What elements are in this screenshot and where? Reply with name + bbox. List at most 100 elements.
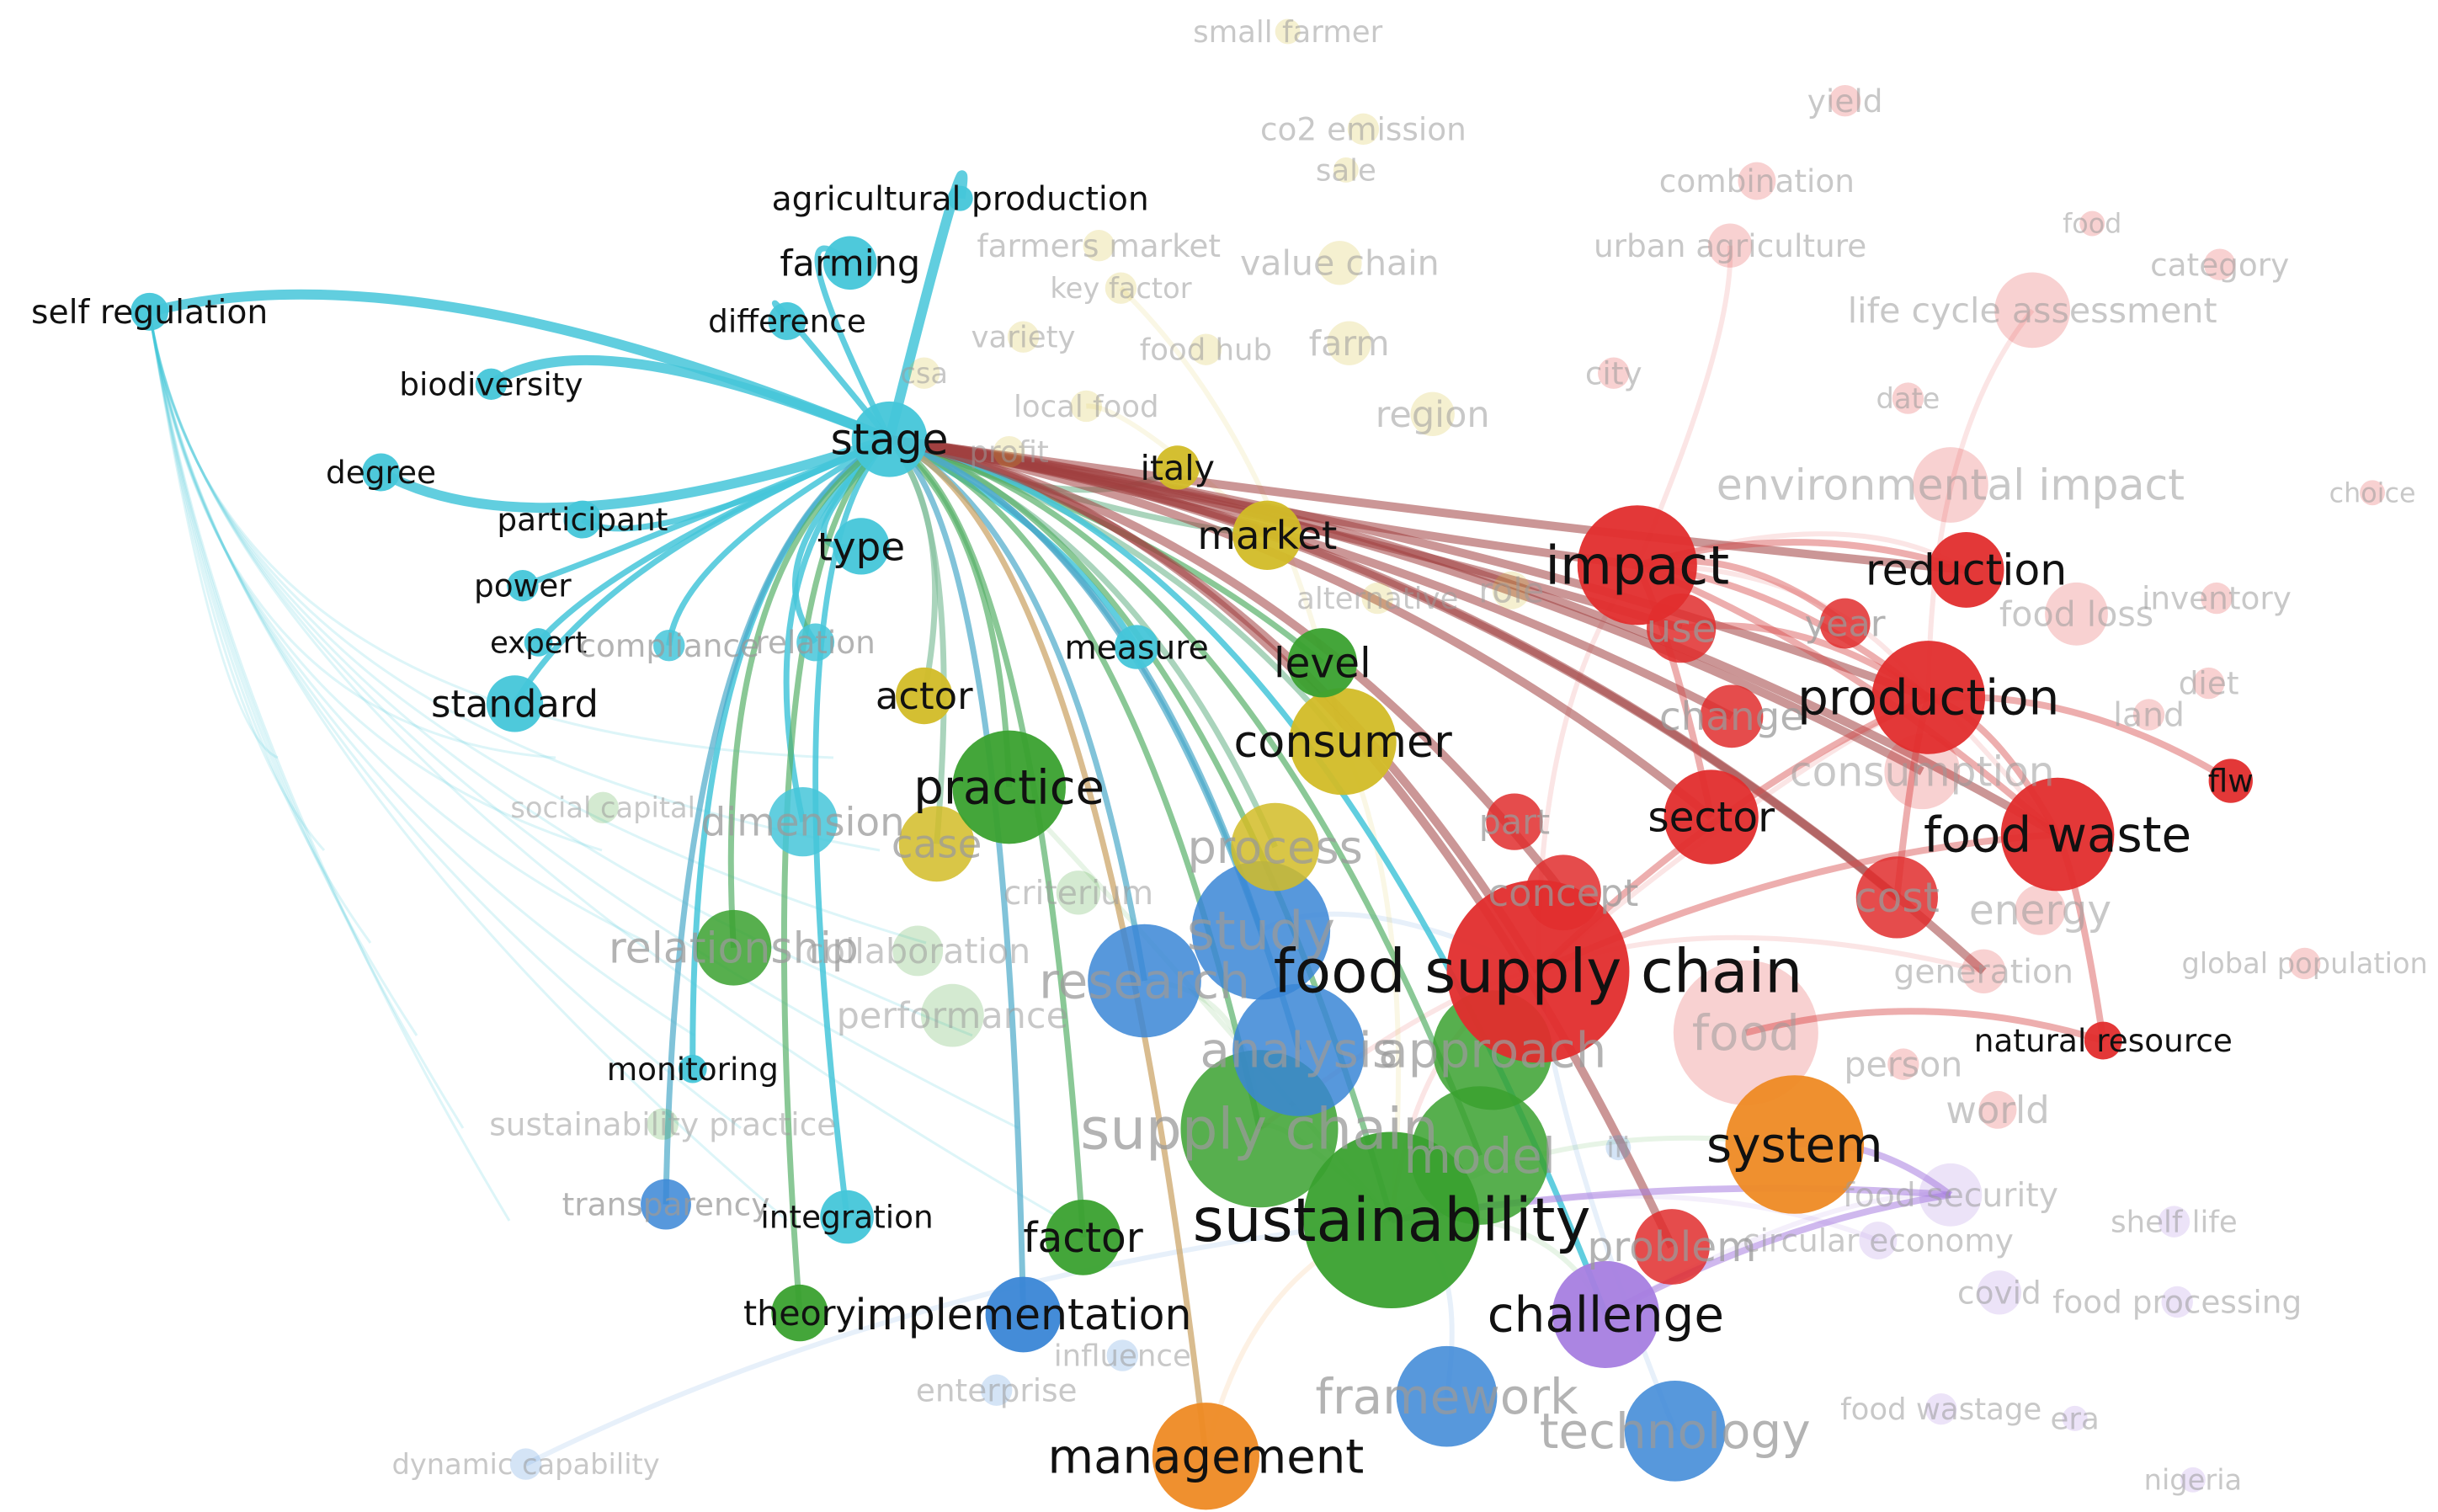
node-environmental-impact[interactable] xyxy=(1913,447,1988,523)
node-market[interactable] xyxy=(1232,500,1302,570)
node-generation[interactable] xyxy=(1962,949,2006,993)
node-food[interactable] xyxy=(1673,960,1818,1105)
node-reduction[interactable] xyxy=(1928,532,2004,608)
node-consumer[interactable] xyxy=(1289,688,1397,796)
node-sector[interactable] xyxy=(1663,769,1759,865)
node-food-security[interactable] xyxy=(1919,1163,1983,1227)
node-diet[interactable] xyxy=(2192,667,2225,700)
node-farming[interactable] xyxy=(823,236,877,290)
node-person[interactable] xyxy=(1887,1048,1919,1080)
node-co2-emission[interactable] xyxy=(1347,113,1380,146)
node-farmers-market[interactable] xyxy=(1083,230,1115,262)
node-biodiversity[interactable] xyxy=(475,368,508,400)
node-csa[interactable] xyxy=(908,357,940,389)
node-type[interactable] xyxy=(833,518,890,575)
node-dynamic-capability[interactable] xyxy=(509,1448,542,1480)
node-cost[interactable] xyxy=(1855,856,1938,939)
node-monitoring[interactable] xyxy=(678,1054,707,1083)
node-nigeria[interactable] xyxy=(2180,1467,2206,1493)
node-combination[interactable] xyxy=(1738,162,1776,200)
node-world[interactable] xyxy=(1978,1090,2017,1129)
node-research[interactable] xyxy=(1088,924,1201,1038)
node-small-farmer[interactable] xyxy=(1275,19,1301,45)
node-challenge[interactable] xyxy=(1552,1260,1659,1369)
node-integration[interactable] xyxy=(820,1190,874,1244)
node-farm[interactable] xyxy=(1327,321,1371,365)
node-transparency[interactable] xyxy=(641,1179,691,1230)
node-global-population[interactable] xyxy=(2288,947,2321,980)
node-food[interactable] xyxy=(2079,210,2105,237)
node-energy[interactable] xyxy=(2015,884,2066,935)
node-enterprise[interactable] xyxy=(981,1374,1013,1406)
node-agricultural-production[interactable] xyxy=(947,185,973,211)
node-power[interactable] xyxy=(507,569,539,602)
node-local-food[interactable] xyxy=(1070,390,1103,423)
node-food-waste[interactable] xyxy=(2000,777,2115,892)
node-collaboration[interactable] xyxy=(892,925,944,977)
node-factor[interactable] xyxy=(1045,1199,1121,1275)
node-flw[interactable] xyxy=(2208,759,2253,803)
node-framework[interactable] xyxy=(1396,1345,1498,1447)
node-degree[interactable] xyxy=(362,453,400,492)
node-expert[interactable] xyxy=(524,628,553,657)
node-study[interactable] xyxy=(1191,860,1331,1000)
node-natural-resource[interactable] xyxy=(2084,1021,2122,1060)
node-problem[interactable] xyxy=(1634,1209,1710,1285)
node-impact[interactable] xyxy=(1577,505,1697,626)
node-italy[interactable] xyxy=(1155,445,1200,490)
node-food-loss[interactable] xyxy=(2045,582,2108,646)
node-urban-agriculture[interactable] xyxy=(1707,223,1753,268)
node-case[interactable] xyxy=(898,806,975,882)
node-compliance[interactable] xyxy=(653,630,685,662)
node-sustainability[interactable] xyxy=(1303,1131,1480,1308)
node-dimension[interactable] xyxy=(768,787,838,857)
node-land[interactable] xyxy=(2132,699,2165,731)
node-criterium[interactable] xyxy=(1056,870,1101,915)
node-change[interactable] xyxy=(1700,684,1764,748)
node-production[interactable] xyxy=(1871,641,1986,754)
node-key-factor[interactable] xyxy=(1105,272,1137,304)
node-stage[interactable] xyxy=(851,401,928,477)
node-alternative[interactable] xyxy=(1361,582,1393,615)
node-relationship[interactable] xyxy=(695,909,772,986)
node-sustainability-practice[interactable] xyxy=(647,1108,679,1140)
node-life-cycle-assessment[interactable] xyxy=(1994,272,2071,349)
node-covid[interactable] xyxy=(1977,1270,2022,1315)
node-iii[interactable] xyxy=(1605,1135,1632,1161)
node-influence[interactable] xyxy=(1106,1339,1139,1371)
node-relation[interactable] xyxy=(796,623,835,662)
node-role[interactable] xyxy=(1492,571,1530,610)
node-standard[interactable] xyxy=(486,675,544,732)
node-management[interactable] xyxy=(1152,1403,1260,1510)
node-food-hub[interactable] xyxy=(1190,333,1222,365)
node-category[interactable] xyxy=(2204,248,2236,280)
node-technology[interactable] xyxy=(1624,1380,1726,1482)
node-analysis[interactable] xyxy=(1232,983,1365,1116)
node-social-capital[interactable] xyxy=(587,791,619,824)
node-region[interactable] xyxy=(1410,391,1455,436)
node-process[interactable] xyxy=(1231,802,1320,892)
node-theory[interactable] xyxy=(771,1284,828,1342)
node-choice[interactable] xyxy=(2360,480,2386,506)
node-profit[interactable] xyxy=(993,435,1025,468)
node-measure[interactable] xyxy=(1114,625,1159,669)
node-city[interactable] xyxy=(1598,357,1630,389)
node-self-regulation[interactable] xyxy=(130,292,169,331)
node-participant[interactable] xyxy=(563,500,602,539)
node-food-wastage[interactable] xyxy=(1925,1392,1957,1425)
node-difference[interactable] xyxy=(768,302,806,340)
node-inventory[interactable] xyxy=(2201,582,2233,615)
node-system[interactable] xyxy=(1725,1075,1865,1214)
node-sale[interactable] xyxy=(1333,157,1359,183)
node-actor[interactable] xyxy=(896,667,953,725)
node-implementation[interactable] xyxy=(985,1276,1062,1353)
node-shelf-life[interactable] xyxy=(2158,1206,2190,1238)
node-performance[interactable] xyxy=(920,983,984,1047)
node-date[interactable] xyxy=(1892,382,1924,414)
node-food-supply-chain[interactable] xyxy=(1446,880,1630,1063)
node-food-processing[interactable] xyxy=(2161,1286,2193,1318)
node-year[interactable] xyxy=(1819,598,1871,649)
node-value-chain[interactable] xyxy=(1317,241,1362,285)
node-level[interactable] xyxy=(1287,628,1357,698)
node-era[interactable] xyxy=(2062,1405,2088,1431)
